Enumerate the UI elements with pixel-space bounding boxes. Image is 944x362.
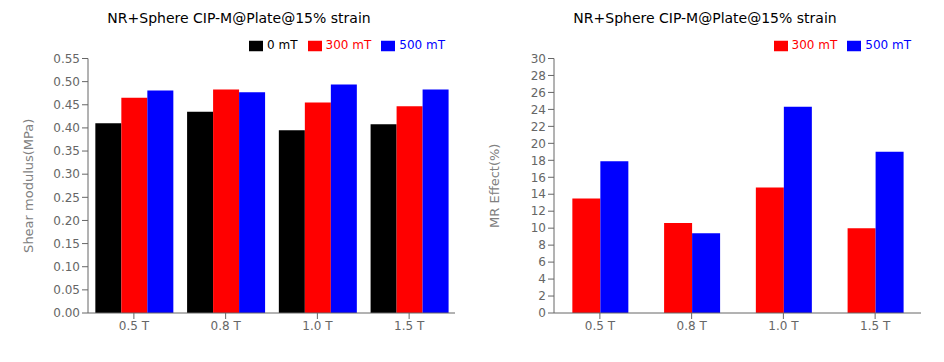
svg-text:18: 18 <box>531 154 546 168</box>
svg-text:6: 6 <box>538 255 546 269</box>
svg-text:14: 14 <box>531 187 546 201</box>
svg-text:22: 22 <box>531 120 546 134</box>
svg-text:0.05: 0.05 <box>53 283 80 297</box>
svg-text:0.8 T: 0.8 T <box>677 319 708 333</box>
svg-text:24: 24 <box>531 103 546 117</box>
svg-text:8: 8 <box>538 238 546 252</box>
svg-text:0.40: 0.40 <box>53 121 80 135</box>
svg-text:0.20: 0.20 <box>53 214 80 228</box>
svg-text:0.00: 0.00 <box>53 306 80 320</box>
svg-text:0.15: 0.15 <box>53 237 80 251</box>
svg-text:20: 20 <box>531 137 546 151</box>
html-text:300 mT: 300 mT <box>791 38 838 52</box>
svg-text:Shear modulus(MPa): Shear modulus(MPa) <box>21 119 36 253</box>
svg-text:0.45: 0.45 <box>53 98 80 112</box>
svg-text:1.0 T: 1.0 T <box>302 319 333 333</box>
html-text:500 mT: 500 mT <box>399 38 445 52</box>
svg-text:0: 0 <box>538 306 546 320</box>
svg-text:12: 12 <box>531 204 546 218</box>
svg-text:MR Effect(%): MR Effect(%) <box>487 144 502 228</box>
svg-text:0.25: 0.25 <box>53 191 80 205</box>
svg-text:10: 10 <box>531 221 546 235</box>
svg-text:16: 16 <box>531 171 546 185</box>
svg-text:1.0 T: 1.0 T <box>768 319 799 333</box>
svg-text:0.50: 0.50 <box>53 75 80 89</box>
svg-text:26: 26 <box>531 86 546 100</box>
svg-text:0.5 T: 0.5 T <box>585 319 616 333</box>
svg-text:0.10: 0.10 <box>53 260 80 274</box>
html-text:NR+Sphere CIP-M@Plate@15% stra: NR+Sphere CIP-M@Plate@15% strain <box>573 10 837 26</box>
svg-text:4: 4 <box>538 272 546 286</box>
svg-text:0.8 T: 0.8 T <box>211 319 242 333</box>
svg-text:1.5 T: 1.5 T <box>860 319 891 333</box>
svg-text:1.5 T: 1.5 T <box>394 319 425 333</box>
svg-text:0.35: 0.35 <box>53 144 80 158</box>
html-text:500 mT: 500 mT <box>865 38 911 52</box>
svg-text:0.30: 0.30 <box>53 167 80 181</box>
svg-text:0.55: 0.55 <box>53 52 80 66</box>
html-text:NR+Sphere CIP-M@Plate@15% stra: NR+Sphere CIP-M@Plate@15% strain <box>107 10 371 26</box>
svg-text:0.5 T: 0.5 T <box>119 319 150 333</box>
html-text:300 mT: 300 mT <box>325 38 372 52</box>
html-text:0 mT: 0 mT <box>267 38 298 52</box>
svg-text:30: 30 <box>531 52 546 66</box>
svg-text:28: 28 <box>531 69 546 83</box>
svg-text:2: 2 <box>538 289 546 303</box>
